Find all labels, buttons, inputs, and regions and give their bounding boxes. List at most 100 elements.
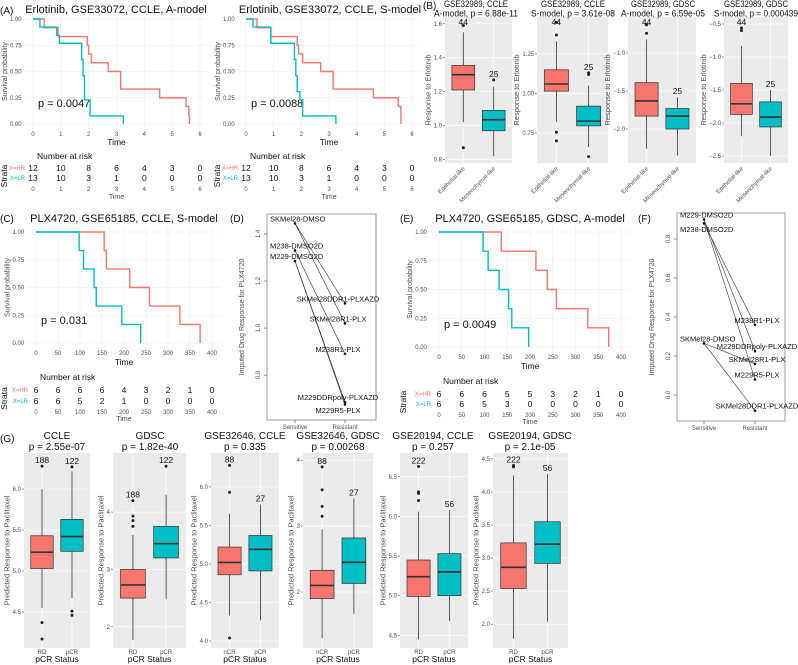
box [153,526,179,559]
slope-line [703,219,756,352]
group-count: 188 [126,490,140,500]
risk-x-tick-label: 5 [383,187,387,193]
x-axis-label: Time [115,357,134,367]
outlier-point [40,621,44,625]
y-tick-label: 0.75 [223,43,235,49]
y-tick-label: 3 [107,567,111,573]
risk-count: 3 [144,385,149,395]
y-tick-label: 5.0 [13,569,22,575]
y-tick-label: 0.0 [666,390,672,399]
x-tick-label: Resistant [332,425,357,431]
risk-count: 1 [114,173,119,183]
risk-count: 0 [198,163,203,173]
risk-count: 0 [188,396,193,406]
survival-curve-hr [439,231,610,347]
y-tick-label: 0.00 [13,341,25,347]
y-tick-label: 0.8 [666,234,672,243]
chart-title: Erlotinib, GSE33072, CCLE, A-model [25,4,207,16]
data-point [753,323,757,327]
point-label: SKMel28-DMSO [680,334,736,343]
x-tick-label: 6 [410,132,414,138]
data-point [343,403,347,406]
box [481,110,506,132]
outlier-point [461,146,465,150]
box [120,569,146,599]
y-tick-label: 0.4 [666,312,672,321]
data-point [343,400,347,404]
risk-count: 3 [299,173,304,183]
data-point [343,302,347,305]
y-tick-label: 0.00 [10,122,22,128]
outlier-point [587,155,591,159]
point-label: SKMel28R1-PLX [729,355,786,364]
point-label: M229-DMSO2D [680,210,734,219]
outlier-point [461,23,465,27]
risk-count: 1 [327,173,332,183]
x-tick-label: 5 [170,132,174,138]
y-tick-label: 1.4 [434,56,443,62]
x-tick-label: 350 [185,351,196,357]
chart-title: p = 0.00268 [311,442,365,453]
chart-title: Erlotinib, GSE33072, CCLE, S-model [239,4,421,16]
point-label: M229R5-PLX [734,370,779,379]
panel-label: (D) [230,214,244,225]
data-point [753,378,757,381]
risk-count: 6 [34,396,39,406]
group-count: 122 [65,456,79,466]
risk-count: 0 [210,385,215,395]
y-tick-label: 1.2 [434,90,443,96]
risk-count: 6 [56,385,61,395]
risk-count: 10 [269,173,279,183]
y-tick-label: 0.8 [256,370,262,379]
risk-count: 3 [550,389,555,399]
x-tick-label: 4 [355,132,359,138]
data-point [753,409,757,412]
group-count: 188 [35,455,49,465]
chart-title: p = 0.257 [412,442,454,453]
chart-title: GDSC [136,431,165,442]
survival-curve-lr [439,231,530,347]
panel-label: (F) [638,214,651,225]
y-axis-label: Survival probability [2,42,9,101]
point-label: M229-DMSO2D [270,252,324,261]
risk-count: 0 [142,173,147,183]
data-point [702,222,706,225]
slope-line [294,250,346,355]
y-axis-label: Predicted Response to Paclitaxel [3,495,12,605]
box [543,69,569,92]
data-point [702,218,706,221]
y-tick-label: 0.6 [666,273,672,282]
x-tick-label: 350 [593,355,604,361]
chart-title: A-model, p = 6.88e-11 [434,9,518,19]
x-tick-label: 3 [327,132,331,138]
outlier-point [645,31,649,35]
x-axis-label: Time [320,137,339,147]
data-point [753,349,757,353]
risk-x-tick-label: 100 [75,410,86,416]
y-tick-label: −2.0 [709,121,722,127]
risk-count: 0 [170,173,175,183]
risk-count: 2 [166,385,171,395]
risk-x-tick-label: 4 [355,187,359,193]
panel-label: (A) [0,6,13,17]
risk-x-tick-label: 200 [119,410,130,416]
point-label: SKMel28R1-PLX [310,314,367,323]
y-tick-label: 0.00 [223,122,235,128]
strata-name: X=HR [12,388,29,394]
chart-title: GSE32989, CCLE [541,0,605,9]
point-label: SKMel28DDR1-PLXAZD [716,402,798,411]
risk-x-tick-label: 250 [548,413,559,419]
risk-count: 13 [28,173,38,183]
chart-title: p = 2.1e-05 [505,442,556,453]
outlier-point [70,465,74,469]
y-tick-label: 2.5 [482,589,491,595]
y-tick-label: 0.25 [415,316,427,322]
risk-count: 5 [505,389,510,399]
box [217,546,242,576]
outlier-point [131,519,135,523]
outlier-point [554,139,558,143]
y-tick-label: 0.25 [223,96,235,102]
y-tick-label: 0.25 [10,96,22,102]
data-point [343,352,347,356]
chart-title: GSE20194, CCLE [392,431,473,442]
